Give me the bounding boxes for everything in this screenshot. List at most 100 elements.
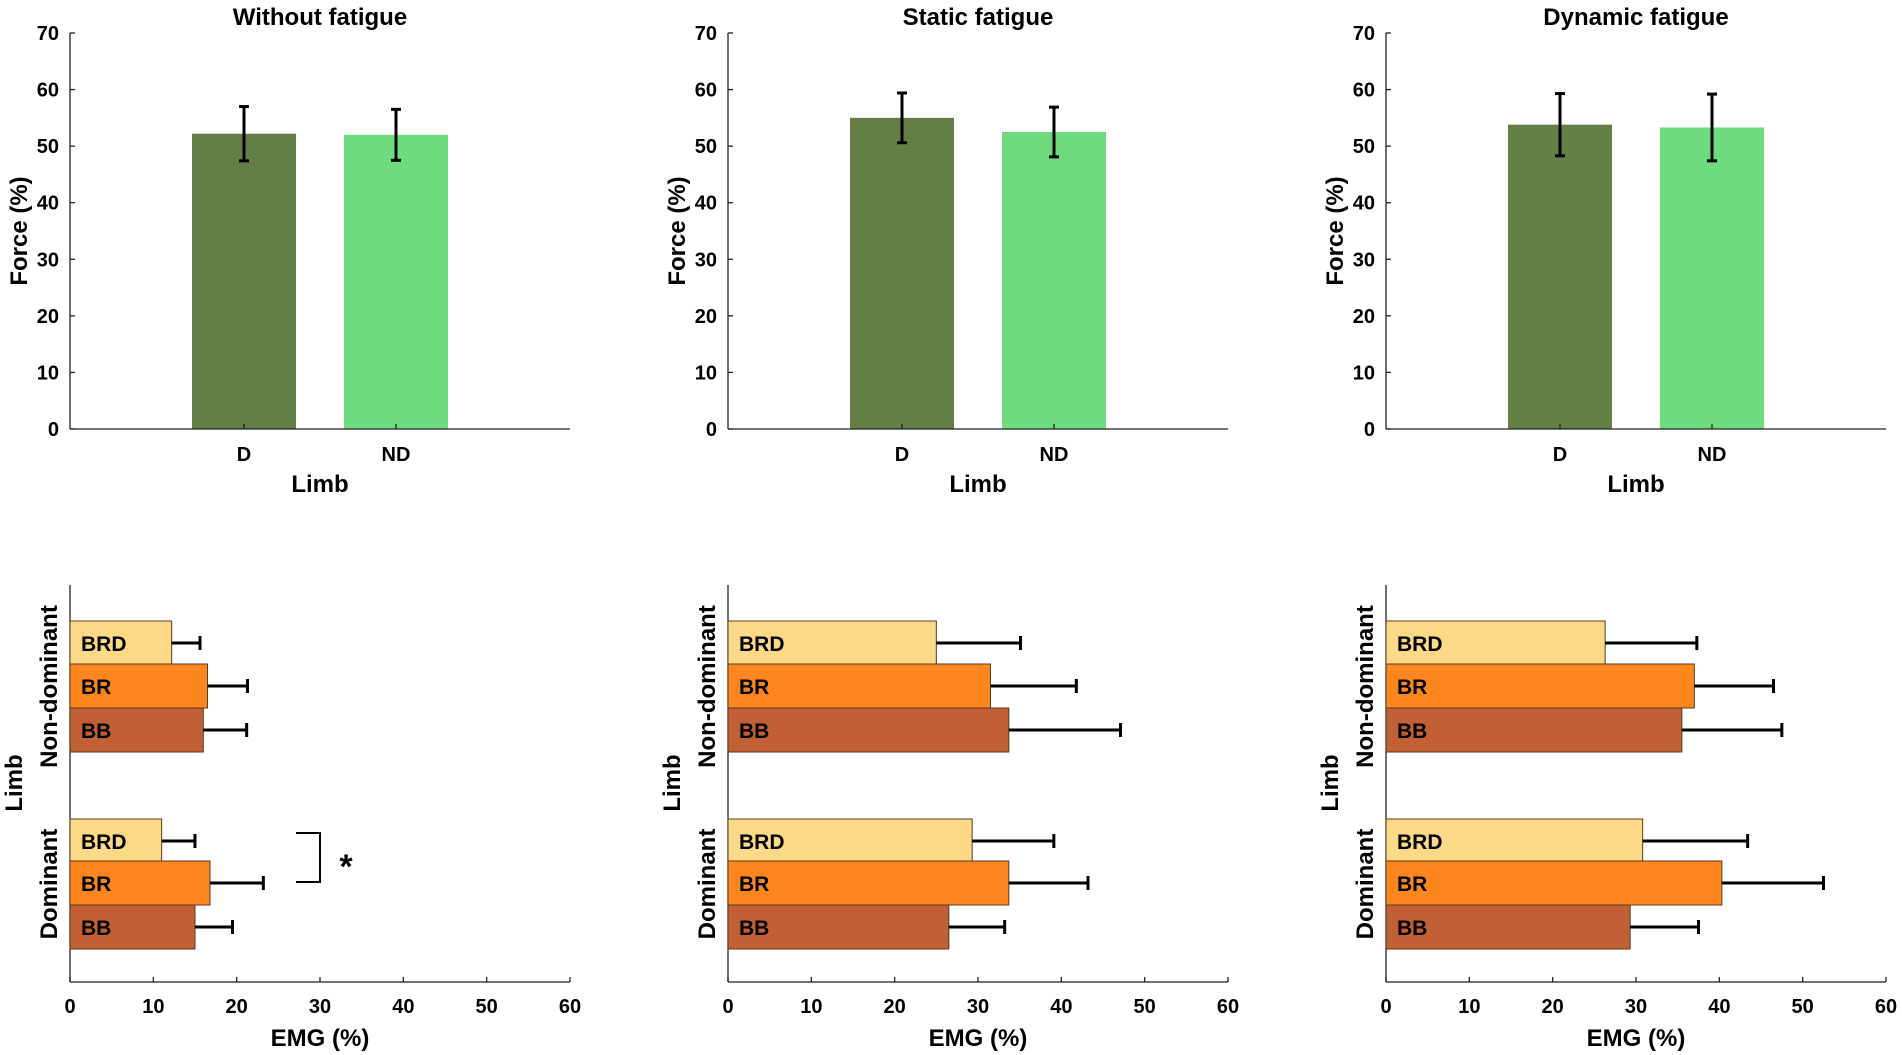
x-tick-label: D — [1553, 444, 1567, 466]
x-tick-label: 40 — [1708, 996, 1730, 1018]
force-bar-nd — [1002, 132, 1106, 429]
x-axis-label: EMG (%) — [929, 1025, 1028, 1052]
x-tick-label: 50 — [1134, 996, 1156, 1018]
x-tick-label: 30 — [1625, 996, 1647, 1018]
force-bar-nd — [1660, 127, 1764, 429]
force-bar-d — [850, 117, 954, 429]
x-tick-label: 20 — [1542, 996, 1564, 1018]
y-axis-label: Force (%) — [1322, 176, 1349, 285]
y-group-label: Non-dominant — [694, 605, 721, 768]
y-axis-label: Limb — [659, 754, 686, 811]
y-tick-label: 30 — [695, 249, 717, 271]
y-tick-label: 60 — [37, 80, 59, 102]
x-tick-label: ND — [1698, 444, 1727, 466]
emg-bar-bb — [69, 707, 204, 753]
emg-bar-label: BB — [1397, 720, 1427, 743]
y-tick-label: 40 — [1353, 193, 1375, 215]
y-tick-label: 60 — [695, 80, 717, 102]
emg-bar-label: BB — [1397, 917, 1427, 940]
x-axis-label: Limb — [291, 471, 348, 498]
x-tick-label: 10 — [800, 996, 822, 1018]
y-tick-label: 30 — [1353, 249, 1375, 271]
x-tick-label: 40 — [392, 996, 414, 1018]
y-tick-label: 50 — [1353, 136, 1375, 158]
y-tick-label: 0 — [1364, 419, 1375, 441]
emg-bar-br — [1385, 663, 1695, 709]
emg-bar-label: BB — [739, 720, 769, 743]
emg-bar-br — [727, 663, 991, 709]
emg-bar-label: BR — [739, 873, 769, 896]
x-tick-label: 30 — [309, 996, 331, 1018]
x-axis-label: EMG (%) — [271, 1025, 370, 1052]
emg-bar-br — [727, 860, 1010, 906]
emg-bar-bb — [69, 904, 196, 950]
x-tick-label: 60 — [1875, 996, 1897, 1018]
force-chart-title: Without fatigue — [233, 4, 407, 31]
force-bar-nd — [344, 134, 448, 430]
significance-star: * — [339, 848, 353, 886]
emg-bar-label: BR — [81, 676, 111, 699]
y-tick-label: 70 — [1353, 23, 1375, 45]
x-tick-label: D — [237, 444, 251, 466]
force-chart-title: Static fatigue — [903, 4, 1054, 31]
y-tick-label: 10 — [37, 362, 59, 384]
x-tick-label: 10 — [1458, 996, 1480, 1018]
emg-bar-brd — [1385, 620, 1606, 666]
force-bar-d — [1508, 124, 1612, 429]
x-tick-label: 0 — [722, 996, 733, 1018]
y-tick-label: 50 — [695, 136, 717, 158]
y-tick-label: 10 — [1353, 362, 1375, 384]
emg-bar-label: BR — [1397, 873, 1427, 896]
emg-bar-br — [69, 663, 208, 709]
y-axis-label: Force (%) — [6, 176, 33, 285]
y-tick-label: 30 — [37, 249, 59, 271]
y-group-label: Dominant — [36, 829, 63, 940]
emg-bar-label: BB — [81, 917, 111, 940]
y-tick-label: 40 — [695, 193, 717, 215]
emg-bar-label: BRD — [1397, 633, 1443, 656]
y-axis-label: Limb — [1, 754, 28, 811]
y-axis-label: Force (%) — [664, 176, 691, 285]
significance-bracket — [296, 832, 321, 883]
y-tick-label: 70 — [37, 23, 59, 45]
x-tick-label: 0 — [64, 996, 75, 1018]
x-tick-label: 60 — [559, 996, 581, 1018]
y-tick-label: 40 — [37, 193, 59, 215]
y-tick-label: 70 — [695, 23, 717, 45]
x-tick-label: 50 — [1792, 996, 1814, 1018]
y-tick-label: 20 — [695, 306, 717, 328]
x-tick-label: ND — [382, 444, 411, 466]
emg-bar-label: BRD — [739, 831, 785, 854]
emg-bar-label: BB — [81, 720, 111, 743]
x-axis-label: EMG (%) — [1587, 1025, 1686, 1052]
y-tick-label: 10 — [695, 362, 717, 384]
y-group-label: Non-dominant — [36, 605, 63, 768]
x-tick-label: 30 — [967, 996, 989, 1018]
force-bar-d — [192, 133, 296, 429]
y-tick-label: 0 — [706, 419, 717, 441]
y-tick-label: 0 — [48, 419, 59, 441]
emg-bar-label: BR — [81, 873, 111, 896]
emg-bar-label: BRD — [1397, 831, 1443, 854]
x-axis-label: Limb — [949, 471, 1006, 498]
x-tick-label: 20 — [226, 996, 248, 1018]
emg-bar-bb — [1385, 904, 1631, 950]
x-tick-label: 20 — [884, 996, 906, 1018]
emg-bar-br — [1385, 860, 1723, 906]
force-chart-title: Dynamic fatigue — [1543, 4, 1728, 31]
y-group-label: Dominant — [694, 829, 721, 940]
emg-bar-label: BRD — [739, 633, 785, 656]
y-group-label: Dominant — [1352, 829, 1379, 940]
x-tick-label: D — [895, 444, 909, 466]
emg-bar-bb — [727, 707, 1010, 753]
emg-bar-bb — [1385, 707, 1683, 753]
emg-bar-brd — [69, 818, 163, 864]
emg-bar-label: BRD — [81, 633, 127, 656]
x-tick-label: ND — [1040, 444, 1069, 466]
y-tick-label: 20 — [1353, 306, 1375, 328]
x-tick-label: 40 — [1050, 996, 1072, 1018]
emg-bar-bb — [727, 904, 950, 950]
y-axis-label: Limb — [1317, 754, 1344, 811]
emg-bar-label: BR — [1397, 676, 1427, 699]
